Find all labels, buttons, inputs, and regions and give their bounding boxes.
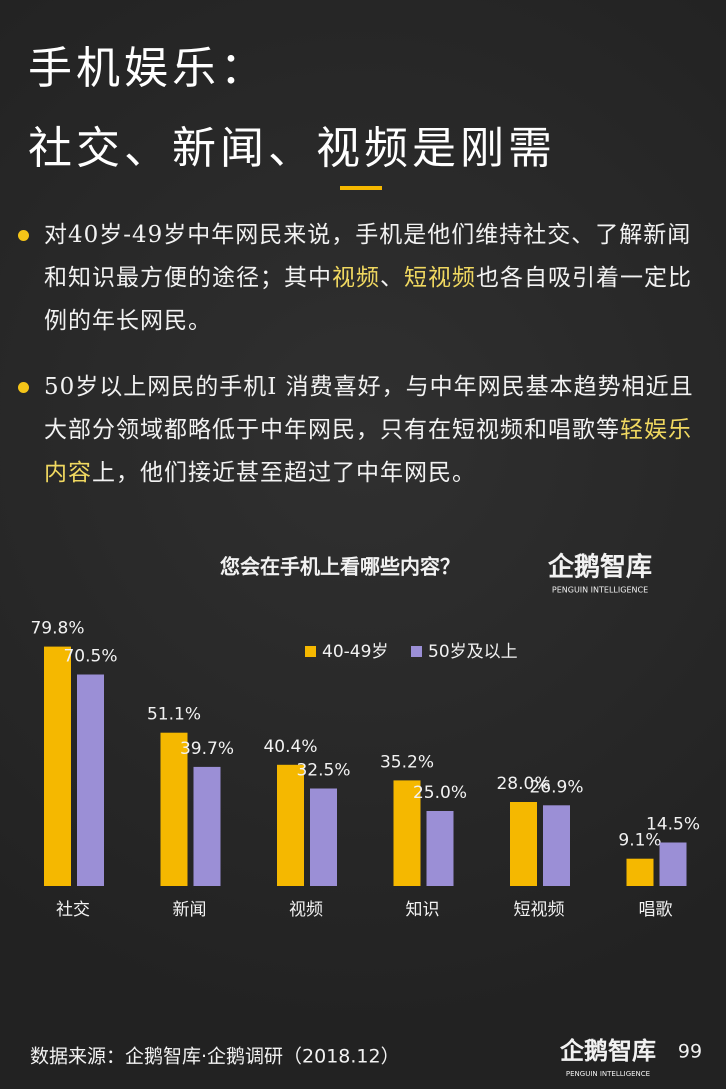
value-label: 25.0% bbox=[413, 783, 467, 803]
x-tick-label: 社交 bbox=[56, 900, 90, 920]
bullet-text: 也各自吸引着一定比例的年长网民。 bbox=[44, 265, 692, 334]
highlight-text: 轻娱乐内容 bbox=[44, 417, 692, 486]
logo: 企鹅智库 bbox=[560, 1037, 656, 1065]
bullet-dot bbox=[18, 230, 29, 241]
source: 数据来源：企鹅智库·企鹅调研（2018.12） bbox=[30, 1046, 400, 1068]
legend-label: 50岁及以上 bbox=[428, 642, 518, 662]
bar bbox=[277, 764, 304, 886]
title: 社交、新闻、视频是刚需 bbox=[28, 123, 556, 174]
value-label: 35.2% bbox=[380, 752, 434, 772]
bullet-dot bbox=[18, 382, 29, 393]
value-label: 39.7% bbox=[180, 739, 234, 759]
bullet-text: 对40岁-49岁中年网民来说，手机是他们维持社交、了解新闻和知识最方便的途径；其… bbox=[44, 222, 692, 291]
highlight-text: 视频 bbox=[332, 265, 380, 291]
x-tick-label: 短视频 bbox=[514, 900, 565, 920]
page-number: 99 bbox=[678, 1041, 702, 1063]
x-tick-label: 唱歌 bbox=[639, 900, 673, 920]
bar bbox=[310, 788, 337, 886]
value-label: 51.1% bbox=[147, 705, 201, 725]
bullet-text: 上，他们接近甚至超过了中年网民。 bbox=[92, 460, 476, 486]
value-label: 70.5% bbox=[63, 647, 117, 667]
bullet-text: 、 bbox=[380, 265, 404, 291]
bar bbox=[659, 842, 687, 886]
x-tick-label: 知识 bbox=[406, 900, 440, 920]
bar bbox=[426, 811, 454, 886]
value-label: 26.9% bbox=[529, 777, 583, 797]
bar bbox=[393, 780, 421, 886]
bar bbox=[543, 805, 570, 886]
bar bbox=[626, 858, 654, 886]
legend-swatch bbox=[411, 646, 422, 657]
value-label: 28.0% bbox=[496, 774, 550, 794]
highlight-text: 短视频 bbox=[404, 265, 476, 291]
logo-tagline: PENGUIN INTELLIGENCE bbox=[566, 1070, 650, 1078]
x-tick-label: 视频 bbox=[289, 900, 323, 920]
bullet: 50岁以上网民的手机I 消费喜好，与中年网民基本趋势相近且大部分领域都略低于中年… bbox=[18, 366, 694, 495]
x-tick-label: 新闻 bbox=[173, 900, 207, 920]
bullet-text: 50岁以上网民的手机I 消费喜好，与中年网民基本趋势相近且大部分领域都略低于中年… bbox=[44, 374, 694, 443]
title: 手机娱乐： bbox=[28, 43, 268, 94]
chart-title: 您会在手机上看哪些内容？ bbox=[220, 555, 460, 579]
value-label: 32.5% bbox=[296, 761, 350, 781]
legend-swatch bbox=[305, 646, 316, 657]
value-label: 14.5% bbox=[646, 815, 700, 835]
logo-tagline: PENGUIN INTELLIGENCE bbox=[552, 586, 648, 595]
legend-label: 40-49岁 bbox=[322, 642, 388, 662]
bar bbox=[193, 766, 221, 886]
logo: 企鹅智库 bbox=[548, 552, 652, 583]
value-label: 79.8% bbox=[30, 619, 84, 639]
value-label: 40.4% bbox=[263, 737, 317, 757]
bar bbox=[160, 732, 188, 886]
title-underline bbox=[340, 186, 382, 190]
bar bbox=[44, 646, 71, 886]
bullet: 对40岁-49岁中年网民来说，手机是他们维持社交、了解新闻和知识最方便的途径；其… bbox=[18, 214, 694, 343]
bar bbox=[77, 674, 104, 886]
value-label: 9.1% bbox=[618, 831, 661, 851]
bar bbox=[510, 802, 537, 886]
